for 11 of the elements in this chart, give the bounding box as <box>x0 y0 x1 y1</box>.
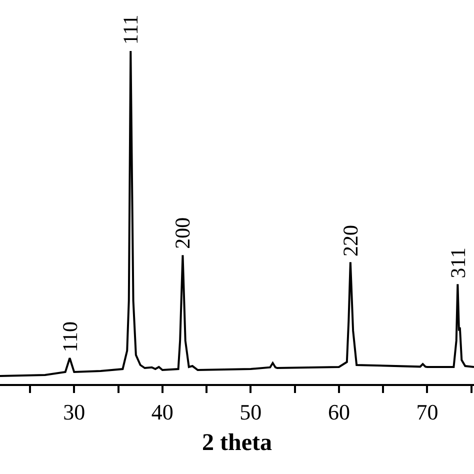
annotation: 311 <box>446 248 470 278</box>
x-tick-label: 40 <box>151 399 174 424</box>
annotation: 110 <box>58 322 82 352</box>
x-tick-label: 70 <box>416 399 438 424</box>
x-tick-label: 30 <box>63 399 86 424</box>
x-axis-title: 2 theta <box>202 430 272 456</box>
annotation: 111 <box>118 14 143 45</box>
x-tick-label: 50 <box>240 399 262 424</box>
annotation: 220 <box>338 225 362 257</box>
annotation: 200 <box>170 217 195 249</box>
x-tick-label: 60 <box>328 399 350 424</box>
